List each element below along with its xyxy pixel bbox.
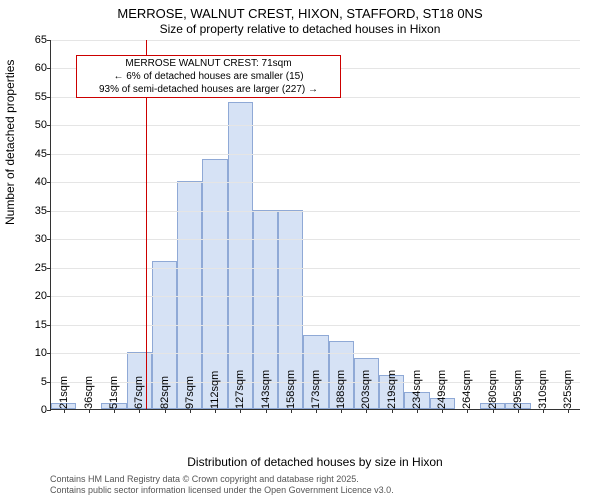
x-tick-label: 21sqm [58, 372, 70, 409]
x-tick-mark [165, 409, 166, 413]
histogram-bar [228, 102, 253, 409]
y-tick-label: 55 [35, 91, 51, 103]
x-tick-label: 325sqm [562, 366, 574, 409]
x-axis-label: Distribution of detached houses by size … [50, 455, 580, 469]
y-tick-label: 5 [41, 376, 51, 388]
x-tick-label: 295sqm [512, 366, 524, 409]
x-tick-label: 310sqm [537, 366, 549, 409]
x-tick-mark [266, 409, 267, 413]
x-tick-mark [240, 409, 241, 413]
gridline [51, 154, 580, 155]
x-tick-label: 158sqm [285, 366, 297, 409]
x-tick-label: 36sqm [83, 372, 95, 409]
y-tick-label: 20 [35, 290, 51, 302]
x-tick-mark [518, 409, 519, 413]
x-tick-mark [467, 409, 468, 413]
x-tick-label: 264sqm [461, 366, 473, 409]
gridline [51, 268, 580, 269]
gridline [51, 211, 580, 212]
y-tick-label: 35 [35, 205, 51, 217]
x-tick-mark [417, 409, 418, 413]
x-tick-label: 234sqm [411, 366, 423, 409]
gridline [51, 182, 580, 183]
x-tick-mark [493, 409, 494, 413]
chart-title: MERROSE, WALNUT CREST, HIXON, STAFFORD, … [0, 6, 600, 21]
x-tick-label: 143sqm [260, 366, 272, 409]
x-tick-label: 127sqm [234, 366, 246, 409]
x-tick-label: 203sqm [360, 366, 372, 409]
footer-line: Contains HM Land Registry data © Crown c… [50, 474, 394, 485]
annotation-box: MERROSE WALNUT CREST: 71sqm← 6% of detac… [76, 55, 341, 98]
y-tick-label: 50 [35, 119, 51, 131]
y-tick-label: 30 [35, 233, 51, 245]
x-tick-mark [114, 409, 115, 413]
x-tick-mark [568, 409, 569, 413]
x-tick-mark [392, 409, 393, 413]
gridline [51, 40, 580, 41]
x-tick-label: 112sqm [209, 367, 221, 409]
y-tick-label: 60 [35, 62, 51, 74]
x-tick-label: 51sqm [108, 372, 120, 409]
annotation-line: ← 6% of detached houses are smaller (15) [81, 70, 336, 83]
gridline [51, 239, 580, 240]
x-tick-mark [341, 409, 342, 413]
y-tick-label: 25 [35, 262, 51, 274]
x-tick-mark [316, 409, 317, 413]
x-tick-mark [190, 409, 191, 413]
y-tick-label: 40 [35, 176, 51, 188]
x-tick-label: 67sqm [133, 372, 145, 409]
x-tick-mark [543, 409, 544, 413]
gridline [51, 296, 580, 297]
y-axis-label: Number of detached properties [3, 60, 17, 225]
x-tick-mark [64, 409, 65, 413]
footer-attribution: Contains HM Land Registry data © Crown c… [50, 474, 394, 496]
chart-container: MERROSE, WALNUT CREST, HIXON, STAFFORD, … [0, 0, 600, 500]
x-tick-mark [215, 409, 216, 413]
gridline [51, 353, 580, 354]
x-tick-mark [139, 409, 140, 413]
x-tick-label: 219sqm [386, 366, 398, 409]
gridline [51, 325, 580, 326]
gridline [51, 125, 580, 126]
annotation-line: 93% of semi-detached houses are larger (… [81, 83, 336, 96]
x-tick-mark [442, 409, 443, 413]
annotation-line: MERROSE WALNUT CREST: 71sqm [81, 57, 336, 70]
x-tick-label: 280sqm [487, 366, 499, 409]
x-tick-mark [89, 409, 90, 413]
y-tick-label: 10 [35, 347, 51, 359]
x-tick-label: 188sqm [335, 366, 347, 409]
x-tick-label: 249sqm [436, 366, 448, 409]
y-tick-label: 15 [35, 319, 51, 331]
x-tick-label: 97sqm [184, 372, 196, 409]
x-tick-mark [291, 409, 292, 413]
y-tick-label: 65 [35, 34, 51, 46]
plot-area: 0510152025303540455055606521sqm36sqm51sq… [50, 40, 580, 410]
x-tick-label: 173sqm [310, 366, 322, 409]
x-tick-label: 82sqm [159, 372, 171, 409]
footer-line: Contains public sector information licen… [50, 485, 394, 496]
y-tick-label: 0 [41, 404, 51, 416]
y-tick-label: 45 [35, 148, 51, 160]
chart-subtitle: Size of property relative to detached ho… [0, 22, 600, 36]
x-tick-mark [366, 409, 367, 413]
